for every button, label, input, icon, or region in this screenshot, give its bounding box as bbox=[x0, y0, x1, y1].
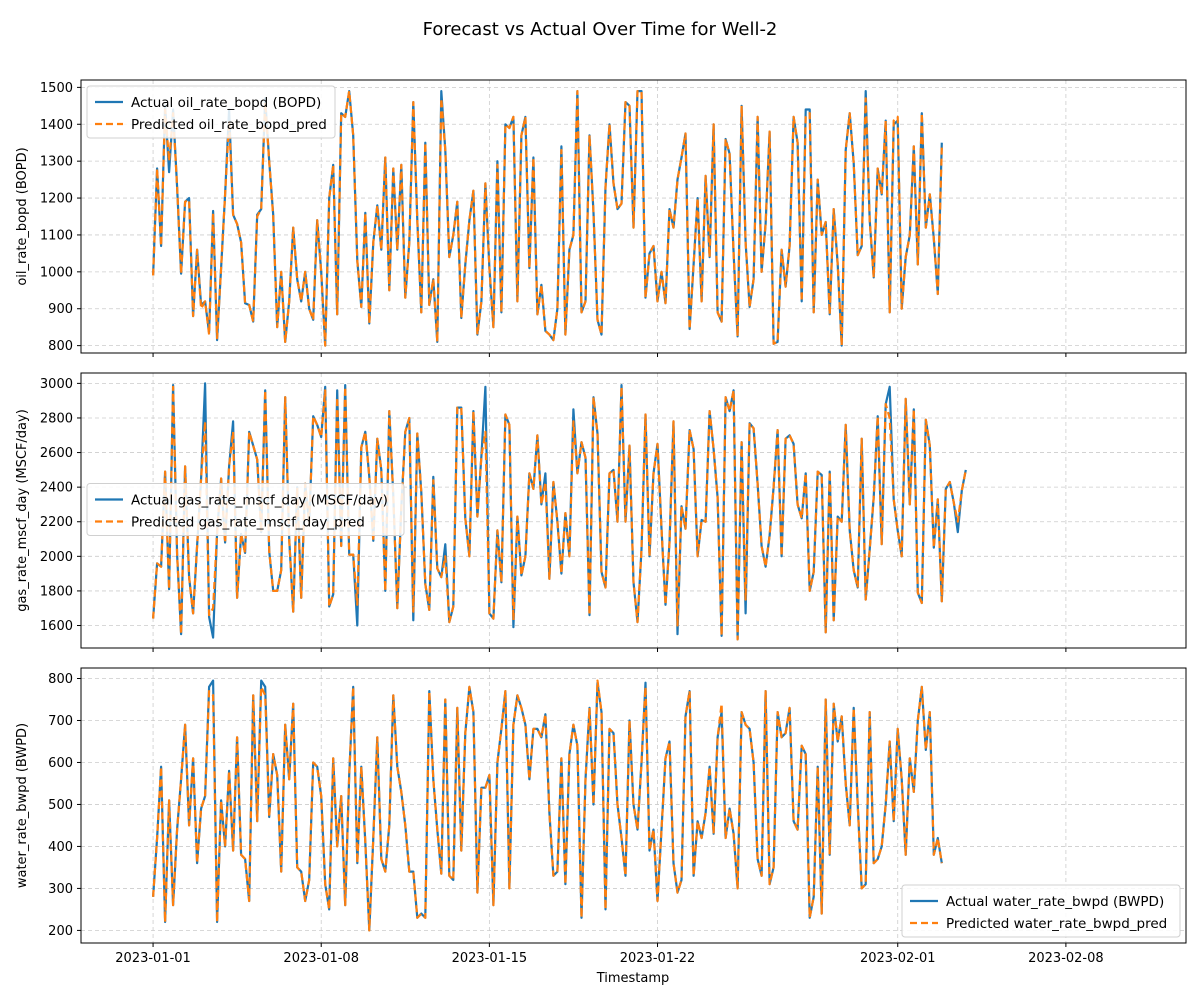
y-tick-label: 1300 bbox=[40, 155, 73, 170]
series-predicted-line bbox=[152, 679, 943, 932]
x-axis-label: Timestamp bbox=[596, 971, 670, 986]
y-tick-label: 700 bbox=[48, 714, 73, 729]
y-tick-label: 2800 bbox=[40, 411, 73, 426]
y-tick-label: 300 bbox=[48, 882, 73, 897]
y-tick-label: 2600 bbox=[40, 446, 73, 461]
y-tick-label: 1500 bbox=[40, 81, 73, 96]
y-tick-label: 1200 bbox=[40, 192, 73, 207]
y-tick-label: 1800 bbox=[40, 584, 73, 599]
y-tick-label: 200 bbox=[48, 924, 73, 939]
series-predicted-line bbox=[152, 89, 943, 347]
legend-box bbox=[86, 483, 405, 536]
y-tick-label: 2000 bbox=[40, 550, 73, 565]
y-tick-label: 2400 bbox=[40, 481, 73, 496]
y-tick-label: 400 bbox=[48, 840, 73, 855]
y-axis-label: gas_rate_mscf_day (MSCF/day) bbox=[15, 409, 30, 612]
y-tick-label: 800 bbox=[48, 672, 73, 687]
axes-frame bbox=[80, 372, 1187, 649]
legend-predicted-label: Predicted water_rate_bwpd_pred bbox=[946, 916, 1167, 932]
y-tick-label: 1600 bbox=[40, 619, 73, 634]
y-tick-label: 1100 bbox=[40, 228, 73, 243]
y-axis-label: water_rate_bwpd (BWPD) bbox=[15, 723, 30, 888]
y-tick-label: 600 bbox=[48, 756, 73, 771]
x-tick-label: 2023-01-08 bbox=[283, 951, 359, 966]
legend: Actual oil_rate_bopd (BOPD) Predicted oil… bbox=[86, 85, 336, 139]
grid bbox=[81, 373, 1186, 648]
legend-actual-label: Actual water_rate_bwpd (BWPD) bbox=[946, 894, 1164, 910]
legend-actual-label: Actual oil_rate_bopd (BOPD) bbox=[131, 95, 321, 111]
y-tick-label: 1000 bbox=[40, 265, 73, 280]
subplot-3: 200 300 400 500 600 700 800 2023-01-01 2023-01-0… bbox=[15, 667, 1187, 966]
series-predicted-line bbox=[152, 385, 967, 641]
legend-predicted-label: Predicted gas_rate_mscf_day_pred bbox=[131, 515, 365, 531]
y-tick-label: 1400 bbox=[40, 118, 73, 133]
subplot-2: 1600 1800 2000 2200 2400 2600 2800 3000 gas_rate… bbox=[15, 372, 1187, 652]
legend-actual-label: Actual gas_rate_mscf_day (MSCF/day) bbox=[131, 493, 388, 509]
subplots: 800 900 1000 1100 1200 1300 1400 1500 oil_rate_b… bbox=[15, 79, 1187, 966]
axes-frame bbox=[80, 667, 1187, 944]
y-tick-label: 2200 bbox=[40, 515, 73, 530]
legend-box bbox=[901, 884, 1181, 938]
axes-frame bbox=[80, 79, 1187, 354]
y-tick-label: 900 bbox=[48, 302, 73, 317]
x-tick-label: 2023-02-08 bbox=[1028, 951, 1104, 966]
y-tick-label: 800 bbox=[48, 339, 73, 354]
legend: Actual water_rate_bwpd (BWPD) Predicted w… bbox=[901, 884, 1181, 938]
x-tick-label: 2023-01-01 bbox=[115, 951, 191, 966]
x-tick-label: 2023-02-01 bbox=[860, 951, 936, 966]
legend-predicted-label: Predicted oil_rate_bopd_pred bbox=[131, 117, 327, 133]
subplot-1: 800 900 1000 1100 1200 1300 1400 1500 oil_rate_b… bbox=[15, 79, 1187, 357]
y-tick-label: 500 bbox=[48, 798, 73, 813]
x-tick-label: 2023-01-22 bbox=[620, 951, 696, 966]
legend: Actual gas_rate_mscf_day (MSCF/day) Predi… bbox=[86, 483, 405, 536]
y-axis-label: oil_rate_bopd (BOPD) bbox=[15, 147, 30, 285]
chart-title: Forecast vs Actual Over Time for Well-2 bbox=[423, 19, 778, 40]
legend-box bbox=[86, 85, 336, 139]
y-tick-label: 3000 bbox=[40, 377, 73, 392]
x-tick-label: 2023-01-15 bbox=[452, 951, 528, 966]
